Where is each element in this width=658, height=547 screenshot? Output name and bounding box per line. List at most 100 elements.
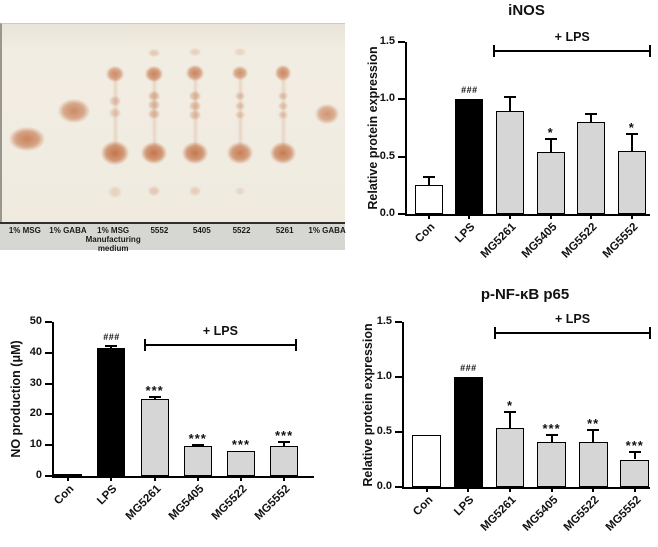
x-axis-tick bbox=[67, 476, 70, 481]
chart-p65: p-NF-κB p65 Relative protein expression 0.… bbox=[330, 280, 658, 547]
error-bar-cap bbox=[585, 113, 598, 116]
y-tick-label: 0.5 bbox=[376, 425, 392, 437]
chart-no-production: NO production (μM) 0 10 20 30 40 50 + LPS Con ###… bbox=[0, 280, 330, 547]
lps-bracket bbox=[145, 344, 296, 346]
significance-label: *** bbox=[625, 437, 644, 453]
tlc-spot bbox=[235, 186, 246, 195]
error-bar bbox=[549, 139, 552, 153]
x-axis-tick bbox=[196, 476, 199, 481]
tlc-lane-label: 5522 bbox=[232, 226, 251, 235]
tlc-lane-labels: 1% MSG 1% GABA 1% MSG Manufacturing medium… bbox=[0, 222, 346, 253]
tlc-lane-label: 5261 bbox=[275, 226, 294, 235]
y-tick-label: 1.5 bbox=[379, 35, 395, 47]
error-bar-cap bbox=[625, 132, 638, 135]
lps-bracket bbox=[494, 50, 650, 52]
bar-MG5552 bbox=[617, 150, 646, 214]
tlc-spot bbox=[148, 100, 161, 111]
tlc-lane-label: 5405 bbox=[192, 226, 211, 235]
tlc-lane-label: 1% MSG Manufacturing medium bbox=[85, 226, 141, 253]
y-tick-label: 0.0 bbox=[379, 207, 395, 219]
error-bar bbox=[110, 346, 113, 349]
tlc-spot bbox=[145, 65, 164, 82]
x-axis-tick bbox=[239, 476, 242, 481]
tlc-spot bbox=[148, 109, 161, 120]
bar-MG5261 bbox=[496, 110, 524, 214]
y-tick-label: 0.0 bbox=[376, 480, 392, 492]
lps-bracket-label: + LPS bbox=[554, 312, 591, 326]
lps-bracket-label: + LPS bbox=[202, 324, 238, 338]
bar-MG5522 bbox=[578, 441, 608, 487]
bar-MG5522 bbox=[577, 122, 606, 214]
significance-label: *** bbox=[145, 383, 164, 399]
plot-area: 0.0 0.5 1.0 1.5 + LPS Con ### LPS MG5261 * MG5405 M… bbox=[380, 30, 651, 261]
error-bar-cap bbox=[545, 434, 558, 437]
x-axis-tick bbox=[153, 476, 156, 481]
x-axis-tick bbox=[509, 487, 512, 492]
y-tick-label: 0.5 bbox=[379, 149, 395, 162]
y-axis-tick bbox=[398, 98, 405, 101]
tlc-spot bbox=[235, 110, 246, 119]
x-axis-tick bbox=[550, 487, 553, 492]
tlc-lane-streak bbox=[193, 78, 197, 147]
y-axis-tick bbox=[45, 321, 52, 323]
error-bar bbox=[509, 412, 512, 428]
y-axis-tick bbox=[395, 321, 402, 323]
error-bar-cap bbox=[191, 443, 204, 446]
x-axis-tick bbox=[425, 487, 428, 492]
y-axis-tick bbox=[45, 475, 52, 477]
error-bar bbox=[427, 177, 430, 186]
y-tick-label: 40 bbox=[29, 345, 42, 358]
x-axis-tick bbox=[467, 487, 470, 492]
y-axis-tick bbox=[395, 486, 402, 488]
bar-LPS bbox=[455, 99, 484, 214]
y-tick-label: 1.0 bbox=[376, 370, 392, 382]
significance-label: ** bbox=[587, 415, 600, 431]
y-axis-tick bbox=[395, 376, 402, 378]
error-bar-cap bbox=[422, 176, 435, 179]
tlc-plate-panel: 1% MSG 1% GABA 1% MSG Manufacturing medium… bbox=[0, 23, 346, 253]
bar-Con bbox=[412, 435, 442, 487]
chart-inos: iNOS Relative protein expression 0.0 0.5 1.0… bbox=[345, 0, 658, 278]
y-axis-tick bbox=[45, 351, 52, 354]
y-tick-label: 20 bbox=[29, 407, 42, 420]
chart-title: iNOS bbox=[508, 2, 545, 19]
significance-label: * bbox=[506, 398, 514, 414]
x-axis-tick bbox=[509, 214, 512, 219]
significance-label: ### bbox=[103, 332, 120, 343]
bar-MG5405 bbox=[537, 441, 566, 487]
lps-bracket-end bbox=[649, 45, 651, 57]
tlc-spot bbox=[235, 91, 246, 100]
significance-label: * bbox=[628, 119, 635, 135]
tlc-spot bbox=[141, 141, 168, 164]
error-bar bbox=[590, 114, 593, 123]
y-axis-tick bbox=[45, 444, 52, 447]
tlc-spot bbox=[235, 101, 246, 110]
bar-Con bbox=[414, 185, 443, 214]
x-axis-tick bbox=[592, 487, 595, 492]
plot-area: 0 10 20 30 40 50 + LPS Con ### LPS *** MG5261 *** MG5… bbox=[30, 315, 314, 523]
bar-MG5261 bbox=[140, 399, 169, 476]
bar-Con bbox=[54, 474, 83, 476]
tlc-spot bbox=[148, 185, 161, 196]
tlc-spot bbox=[148, 90, 161, 101]
error-bar bbox=[633, 451, 636, 460]
tlc-lane-label: 1% GABA bbox=[49, 226, 87, 235]
tlc-lane-streak bbox=[152, 78, 156, 147]
significance-label: *** bbox=[542, 421, 561, 437]
significance-label: * bbox=[547, 125, 554, 141]
error-bar-cap bbox=[504, 411, 517, 414]
x-axis-tick bbox=[283, 476, 286, 481]
y-tick-label: 1.0 bbox=[379, 92, 395, 105]
y-tick-label: 1.5 bbox=[376, 315, 392, 327]
tlc-spot bbox=[189, 185, 202, 196]
chart-title: p-NF-κB p65 bbox=[480, 286, 570, 303]
tlc-spot bbox=[278, 110, 289, 119]
tlc-photo bbox=[0, 23, 345, 250]
tlc-spot bbox=[148, 49, 161, 58]
x-axis-tick bbox=[633, 487, 636, 492]
y-axis-label: Relative protein expression bbox=[366, 46, 380, 210]
tlc-lane-streak bbox=[281, 78, 285, 147]
x-axis-tick bbox=[630, 214, 633, 219]
bar-MG5522 bbox=[226, 451, 255, 476]
significance-label: ### bbox=[461, 85, 478, 96]
